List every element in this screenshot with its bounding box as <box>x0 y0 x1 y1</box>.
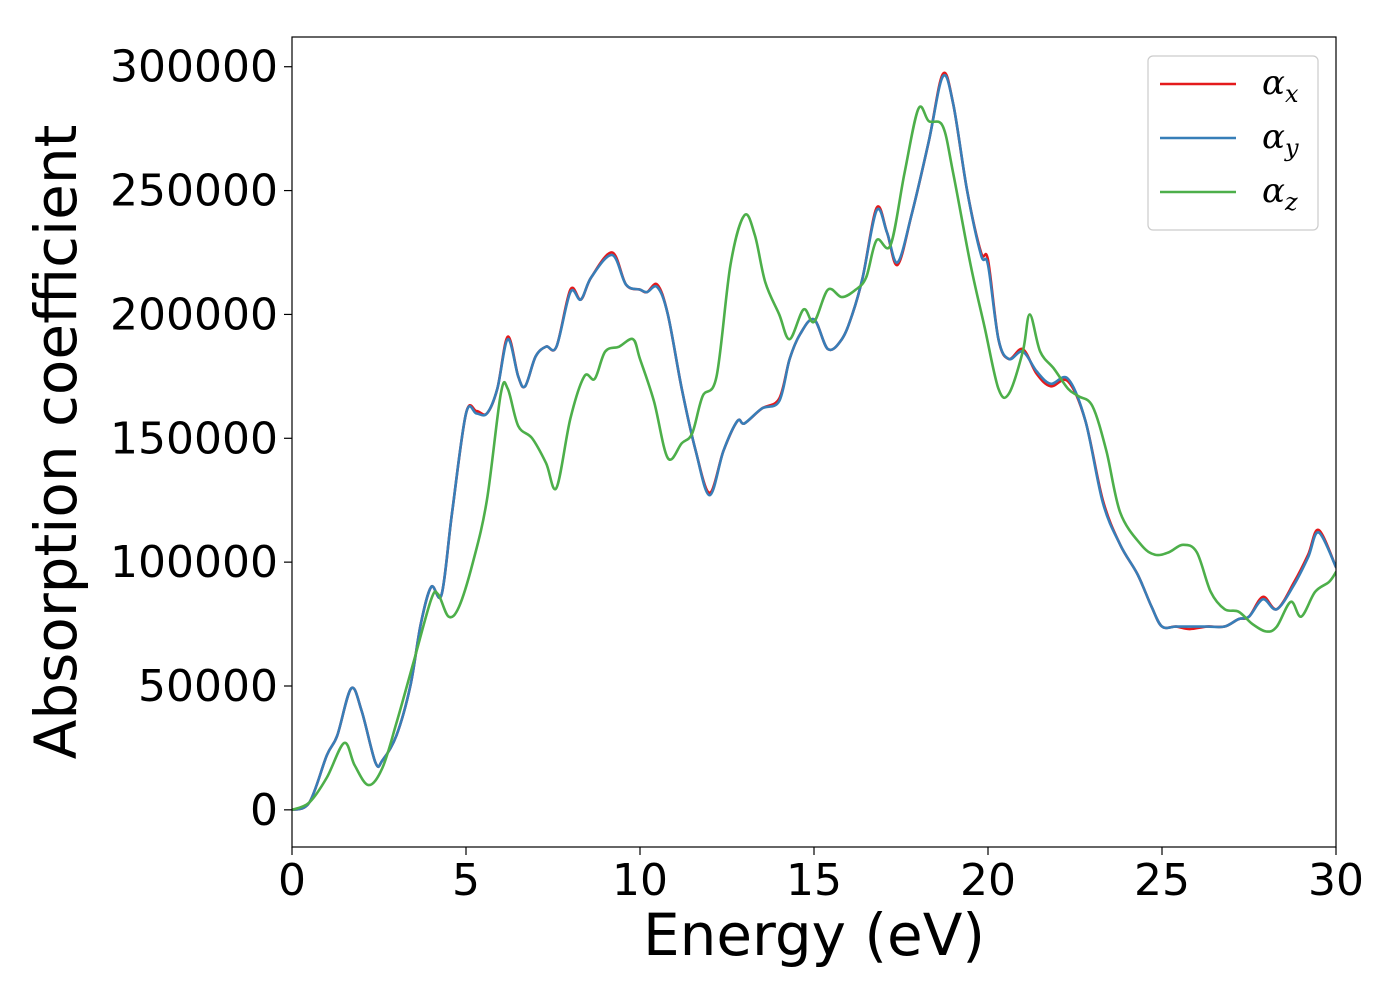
x-axis-title: Energy (eV) <box>643 901 985 969</box>
y-tick-label: 150000 <box>110 413 278 464</box>
x-tick-label: 15 <box>786 855 842 906</box>
y-tick-label: 200000 <box>110 289 278 340</box>
y-tick-label: 0 <box>250 785 278 836</box>
legend-label-y: αy <box>1262 117 1299 162</box>
legend-label-z: αz <box>1262 171 1298 216</box>
legend-label-x: αx <box>1262 63 1299 108</box>
x-tick-label: 30 <box>1308 855 1364 906</box>
legend: αx αy αz <box>1147 55 1319 231</box>
y-axis-title: Absorption coefficient <box>22 125 90 760</box>
y-tick-label: 300000 <box>110 42 278 93</box>
x-tick-label: 25 <box>1134 855 1190 906</box>
y-tick-label: 250000 <box>110 166 278 217</box>
x-tick-label: 10 <box>612 855 668 906</box>
y-tick-label: 100000 <box>110 537 278 588</box>
series-line-y <box>292 73 1336 812</box>
legend-box <box>1147 55 1319 231</box>
x-tick-label: 20 <box>960 855 1016 906</box>
x-tick-label: 5 <box>452 855 480 906</box>
series-layer <box>292 71 1336 812</box>
y-axis: 0 50000 100000 150000 200000 250000 300000 <box>110 42 292 836</box>
x-axis: 0 5 10 15 20 25 30 <box>278 847 1364 906</box>
y-tick-label: 50000 <box>138 661 278 712</box>
series-line-z <box>292 105 1336 812</box>
x-tick-label: 0 <box>278 855 306 906</box>
